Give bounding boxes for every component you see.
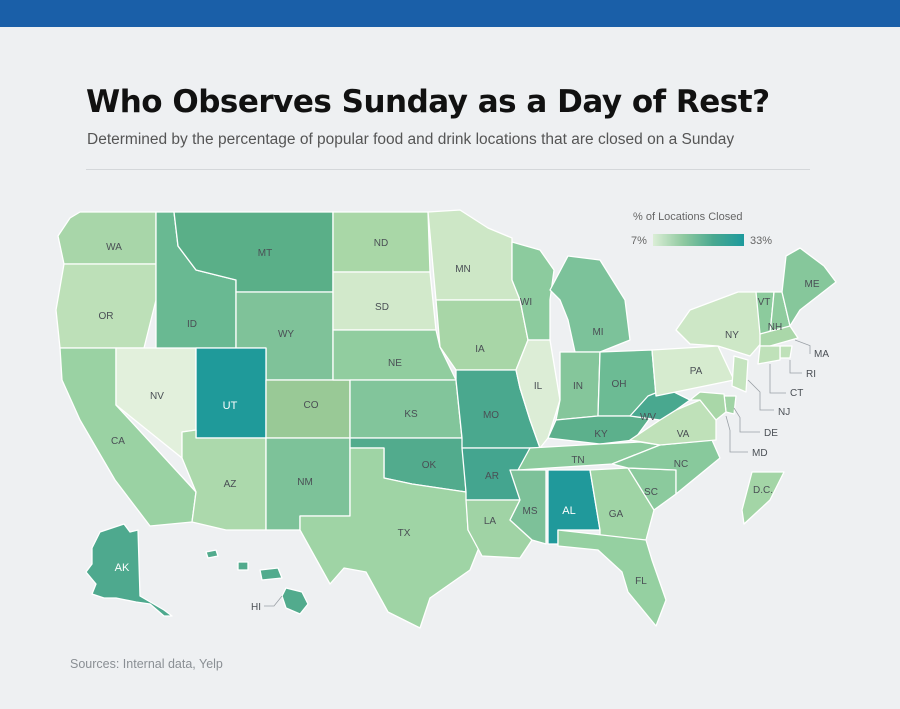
state-label-oh: OH	[612, 379, 627, 390]
state-ak	[85, 523, 173, 617]
state-nj	[731, 355, 749, 393]
state-ia	[435, 299, 529, 371]
state-label-mo: MO	[483, 410, 499, 421]
state-label-ar: AR	[485, 471, 499, 482]
page-title: Who Observes Sunday as a Day of Rest?	[86, 84, 770, 120]
state-wa	[57, 211, 157, 265]
state-label-nj: NJ	[778, 407, 790, 418]
state-label-ks: KS	[404, 409, 418, 420]
state-label-ne: NE	[388, 358, 402, 369]
state-label-il: IL	[534, 381, 543, 392]
state-label-sc: SC	[644, 487, 658, 498]
state-ma	[759, 325, 799, 347]
state-label-nv: NV	[150, 391, 164, 402]
state-label-wa: WA	[106, 242, 122, 253]
state-label-ak: AK	[115, 562, 130, 574]
state-md	[689, 391, 727, 421]
state-label-ny: NY	[725, 330, 739, 341]
state-label-mt: MT	[258, 248, 272, 259]
state-label-or: OR	[99, 311, 114, 322]
state-label-ct: CT	[790, 388, 803, 399]
leader-line-hi	[264, 595, 283, 607]
sources-note: Sources: Internal data, Yelp	[70, 657, 223, 671]
state-label-mn: MN	[455, 264, 471, 275]
state-fl	[557, 529, 667, 627]
state-label-la: LA	[484, 516, 497, 527]
state-label-md: MD	[752, 448, 768, 459]
state-label-nd: ND	[374, 238, 388, 249]
state-label-ga: GA	[609, 509, 624, 520]
leader-line-ma	[794, 339, 811, 354]
leader-line-nj	[747, 379, 774, 411]
state-label-ri: RI	[806, 369, 816, 380]
state-label-az: AZ	[224, 479, 237, 490]
top-banner	[0, 0, 900, 27]
legend-title: % of Locations Closed	[633, 211, 743, 223]
state-label-in: IN	[573, 381, 583, 392]
state-label-al: AL	[562, 505, 575, 517]
state-sd	[332, 271, 437, 331]
state-label-de: DE	[764, 428, 778, 439]
state-label-nc: NC	[674, 459, 688, 470]
state-label-co: CO	[304, 400, 319, 411]
state-tx	[299, 447, 483, 629]
state-me	[781, 247, 837, 327]
state-label-ut: UT	[223, 400, 238, 412]
state-label-ky: KY	[594, 429, 608, 440]
state-label-vt: VT	[758, 297, 771, 308]
state-label-tn: TN	[571, 455, 584, 466]
leader-line-md	[725, 415, 748, 453]
legend-max-label: 33%	[750, 235, 773, 247]
state-label-ok: OK	[422, 460, 437, 471]
state-label-ca: CA	[111, 436, 125, 447]
state-label-wi: WI	[520, 297, 532, 308]
state-label-nh: NH	[768, 322, 782, 333]
state-ct	[757, 345, 781, 365]
state-label-wy: WY	[278, 329, 294, 340]
state-label-ma: MA	[814, 349, 829, 360]
leader-line-ct	[769, 364, 786, 394]
legend-color-scale	[653, 234, 744, 246]
state-hi	[205, 549, 309, 615]
state-label-wv: WV	[640, 412, 656, 423]
state-label-dc: D.C.	[753, 485, 773, 496]
state-label-mi: MI	[592, 327, 603, 338]
state-label-hi: HI	[251, 602, 261, 613]
state-label-ms: MS	[523, 506, 538, 517]
page-subtitle: Determined by the percentage of popular …	[87, 131, 735, 148]
state-mi	[549, 255, 631, 353]
state-ms	[509, 469, 547, 545]
state-label-me: ME	[805, 279, 820, 290]
state-label-va: VA	[677, 429, 690, 440]
state-ne	[332, 329, 457, 381]
state-label-nm: NM	[297, 477, 313, 488]
state-ny	[675, 291, 765, 357]
state-label-pa: PA	[690, 366, 703, 377]
state-label-fl: FL	[635, 576, 647, 587]
state-label-ia: IA	[475, 344, 485, 355]
state-ut	[195, 347, 267, 439]
state-or	[55, 263, 157, 349]
state-wv	[629, 389, 691, 421]
state-label-id: ID	[187, 319, 197, 330]
state-label-sd: SD	[375, 302, 389, 313]
state-dc	[741, 471, 785, 525]
legend-min-label: 7%	[631, 235, 647, 247]
leader-line-de	[733, 407, 760, 433]
state-label-tx: TX	[398, 528, 411, 539]
state-mn	[427, 209, 521, 301]
leader-line-ri	[789, 360, 802, 374]
title-divider	[86, 169, 810, 170]
state-ri	[779, 345, 793, 359]
